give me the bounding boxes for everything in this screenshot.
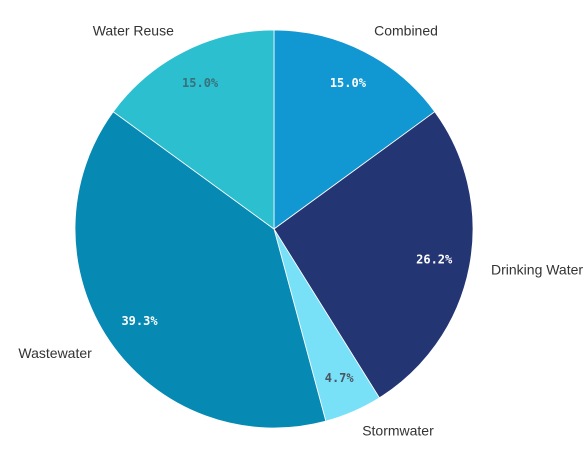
pie-slice-wastewater[interactable]: [74, 111, 327, 429]
pie-slice-drinking-water[interactable]: [273, 111, 474, 399]
pie-pct-label: 39.3%: [121, 314, 158, 328]
pie-pct-label: 15.0%: [330, 76, 367, 90]
pie-category-label: Combined: [374, 23, 438, 39]
pie-pct-label: 26.2%: [416, 253, 453, 267]
pie-slice-combined[interactable]: [273, 29, 436, 230]
pie-category-label: Stormwater: [362, 422, 434, 438]
pie-pct-label: 4.7%: [325, 371, 355, 385]
pie-slice-water-reuse[interactable]: [112, 29, 275, 230]
pie-category-label: Drinking Water: [491, 262, 583, 278]
pie-category-label: Wastewater: [18, 345, 92, 361]
pie-category-label: Water Reuse: [93, 23, 174, 39]
pie-pct-label: 15.0%: [182, 76, 219, 90]
